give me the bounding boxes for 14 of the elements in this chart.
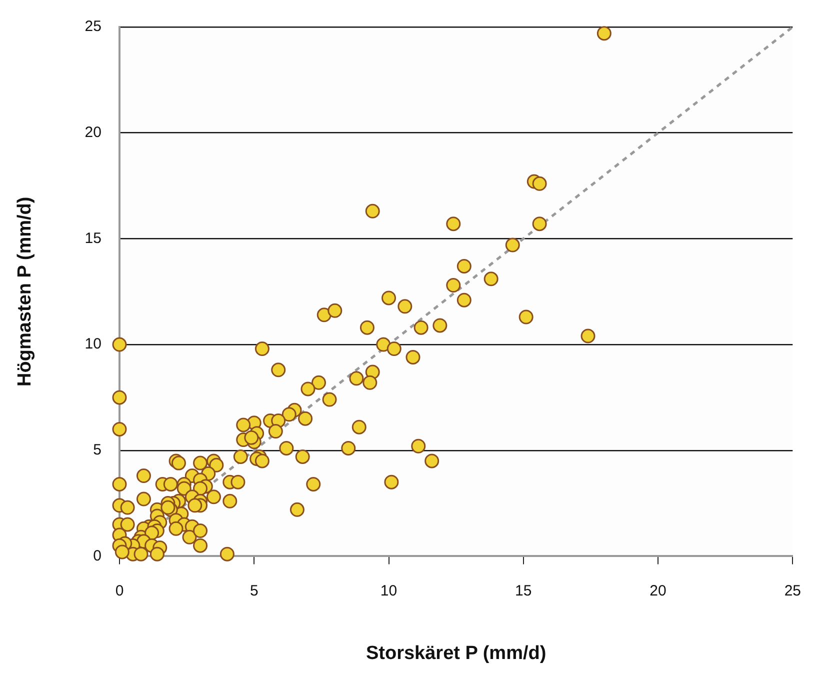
y-tick-label: 20 xyxy=(84,124,102,141)
x-tick-label: 5 xyxy=(250,582,258,600)
x-tick-label: 10 xyxy=(380,582,398,600)
x-tick-label: 25 xyxy=(784,582,801,600)
x-axis-title: Storskäret P (mm/d) xyxy=(366,642,546,664)
y-tick-label: 0 xyxy=(93,547,102,564)
y-tick-label: 25 xyxy=(84,18,102,36)
y-tick-label: 5 xyxy=(93,442,102,458)
y-tick-label: 15 xyxy=(84,230,102,247)
x-tick-label: 0 xyxy=(115,582,124,600)
y-axis-title: Högmasten P (mm/d) xyxy=(14,196,36,386)
y-tick-label: 10 xyxy=(84,336,102,353)
x-tick-label: 15 xyxy=(515,582,532,600)
x-tick-label: 20 xyxy=(650,582,666,600)
